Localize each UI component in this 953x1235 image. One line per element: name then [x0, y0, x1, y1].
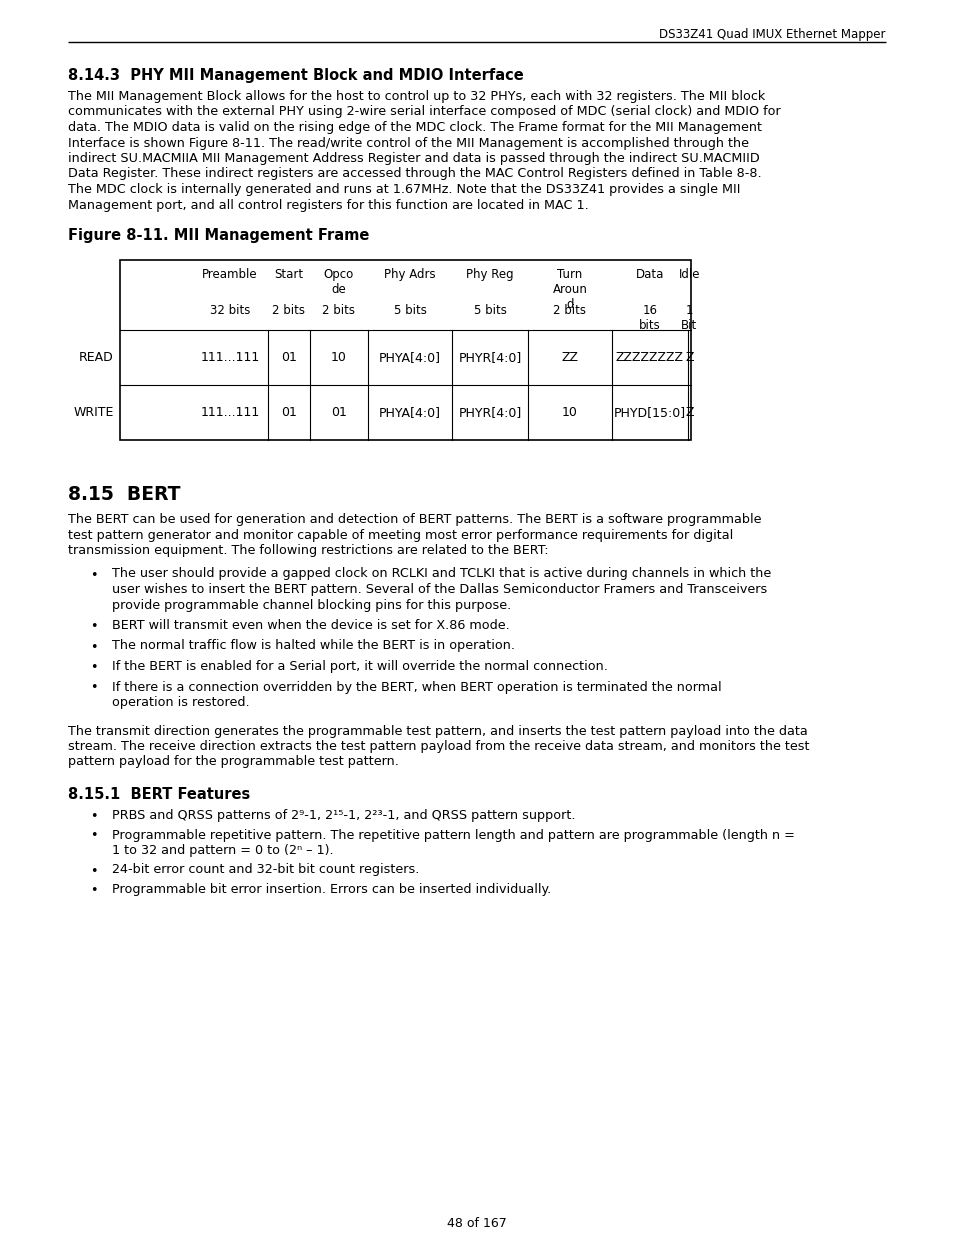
Text: PHYR[4:0]: PHYR[4:0] [457, 351, 521, 364]
Text: 01: 01 [281, 406, 296, 419]
Text: 48 of 167: 48 of 167 [447, 1216, 506, 1230]
Text: operation is restored.: operation is restored. [112, 697, 250, 709]
Text: If the BERT is enabled for a Serial port, it will override the normal connection: If the BERT is enabled for a Serial port… [112, 659, 607, 673]
Text: 111...111: 111...111 [200, 351, 259, 364]
Text: 1
Bit: 1 Bit [680, 304, 697, 332]
Text: 24-bit error count and 32-bit bit count registers.: 24-bit error count and 32-bit bit count … [112, 863, 419, 877]
Text: •: • [90, 620, 97, 634]
Text: transmission equipment. The following restrictions are related to the BERT:: transmission equipment. The following re… [68, 543, 548, 557]
Text: 2 bits: 2 bits [273, 304, 305, 317]
Text: Phy Adrs: Phy Adrs [384, 268, 436, 282]
Text: 2 bits: 2 bits [322, 304, 355, 317]
Text: provide programmable channel blocking pins for this purpose.: provide programmable channel blocking pi… [112, 599, 511, 611]
Text: Z: Z [684, 351, 693, 364]
Text: 10: 10 [331, 351, 347, 364]
Text: 1 to 32 and pattern = 0 to (2ⁿ – 1).: 1 to 32 and pattern = 0 to (2ⁿ – 1). [112, 844, 334, 857]
Text: WRITE: WRITE [73, 406, 113, 419]
Text: Data Register. These indirect registers are accessed through the MAC Control Reg: Data Register. These indirect registers … [68, 168, 760, 180]
Text: The user should provide a gapped clock on RCLKI and TCLKI that is active during : The user should provide a gapped clock o… [112, 568, 770, 580]
Text: 8.15  BERT: 8.15 BERT [68, 485, 180, 504]
Text: ZZ: ZZ [561, 351, 578, 364]
Text: The BERT can be used for generation and detection of BERT patterns. The BERT is : The BERT can be used for generation and … [68, 513, 760, 526]
Text: PHYA[4:0]: PHYA[4:0] [378, 406, 440, 419]
Text: READ: READ [79, 351, 113, 364]
Text: If there is a connection overridden by the BERT, when BERT operation is terminat: If there is a connection overridden by t… [112, 680, 720, 694]
Text: 2 bits: 2 bits [553, 304, 586, 317]
Text: •: • [90, 641, 97, 653]
Text: Data: Data [635, 268, 663, 282]
Text: data. The MDIO data is valid on the rising edge of the MDC clock. The Frame form: data. The MDIO data is valid on the risi… [68, 121, 761, 135]
Text: stream. The receive direction extracts the test pattern payload from the receive: stream. The receive direction extracts t… [68, 740, 809, 753]
Text: •: • [90, 884, 97, 897]
Text: 10: 10 [561, 406, 578, 419]
Text: The MII Management Block allows for the host to control up to 32 PHYs, each with: The MII Management Block allows for the … [68, 90, 764, 103]
Text: The transmit direction generates the programmable test pattern, and inserts the : The transmit direction generates the pro… [68, 725, 807, 737]
Text: The normal traffic flow is halted while the BERT is in operation.: The normal traffic flow is halted while … [112, 640, 515, 652]
Text: PHYD[15:0]: PHYD[15:0] [614, 406, 685, 419]
Text: 8.14.3  PHY MII Management Block and MDIO Interface: 8.14.3 PHY MII Management Block and MDIO… [68, 68, 523, 83]
Text: test pattern generator and monitor capable of meeting most error performance req: test pattern generator and monitor capab… [68, 529, 733, 541]
Text: Idle: Idle [678, 268, 700, 282]
Text: Programmable repetitive pattern. The repetitive pattern length and pattern are p: Programmable repetitive pattern. The rep… [112, 829, 794, 841]
Text: user wishes to insert the BERT pattern. Several of the Dallas Semiconductor Fram: user wishes to insert the BERT pattern. … [112, 583, 766, 597]
Text: •: • [90, 810, 97, 823]
Text: DS33Z41 Quad IMUX Ethernet Mapper: DS33Z41 Quad IMUX Ethernet Mapper [659, 28, 885, 41]
Text: pattern payload for the programmable test pattern.: pattern payload for the programmable tes… [68, 756, 398, 768]
Text: 16
bits: 16 bits [639, 304, 660, 332]
Text: The MDC clock is internally generated and runs at 1.67MHz. Note that the DS33Z41: The MDC clock is internally generated an… [68, 183, 740, 196]
Text: Management port, and all control registers for this function are located in MAC : Management port, and all control registe… [68, 199, 588, 211]
Text: •: • [90, 864, 97, 878]
Text: communicates with the external PHY using 2-wire serial interface composed of MDC: communicates with the external PHY using… [68, 105, 780, 119]
Text: Interface is shown Figure 8-11. The read/write control of the MII Management is : Interface is shown Figure 8-11. The read… [68, 137, 748, 149]
Text: 32 bits: 32 bits [210, 304, 250, 317]
Text: •: • [90, 682, 97, 694]
Text: 111...111: 111...111 [200, 406, 259, 419]
Text: 5 bits: 5 bits [394, 304, 426, 317]
Bar [120, 261, 690, 440]
Text: ZZZZZZZZ: ZZZZZZZZ [616, 351, 683, 364]
Text: 01: 01 [331, 406, 347, 419]
Text: BERT will transmit even when the device is set for X.86 mode.: BERT will transmit even when the device … [112, 619, 509, 632]
Text: PHYR[4:0]: PHYR[4:0] [457, 406, 521, 419]
Text: 8.15.1  BERT Features: 8.15.1 BERT Features [68, 787, 250, 802]
Text: 01: 01 [281, 351, 296, 364]
Text: Figure 8-11. MII Management Frame: Figure 8-11. MII Management Frame [68, 228, 369, 243]
Text: Start: Start [274, 268, 303, 282]
Text: indirect SU.MACMIIA MII Management Address Register and data is passed through t: indirect SU.MACMIIA MII Management Addre… [68, 152, 759, 165]
Text: Z: Z [684, 406, 693, 419]
Text: •: • [90, 661, 97, 674]
Text: PRBS and QRSS patterns of 2⁹-1, 2¹⁵-1, 2²³-1, and QRSS pattern support.: PRBS and QRSS patterns of 2⁹-1, 2¹⁵-1, 2… [112, 809, 575, 823]
Text: Programmable bit error insertion. Errors can be inserted individually.: Programmable bit error insertion. Errors… [112, 883, 551, 897]
Text: 5 bits: 5 bits [473, 304, 506, 317]
Text: •: • [90, 830, 97, 842]
Text: •: • [90, 568, 97, 582]
Text: Turn
Aroun
d: Turn Aroun d [552, 268, 587, 311]
Text: PHYA[4:0]: PHYA[4:0] [378, 351, 440, 364]
Text: Phy Reg: Phy Reg [466, 268, 514, 282]
Text: Opco
de: Opco de [323, 268, 354, 296]
Text: Preamble: Preamble [202, 268, 257, 282]
